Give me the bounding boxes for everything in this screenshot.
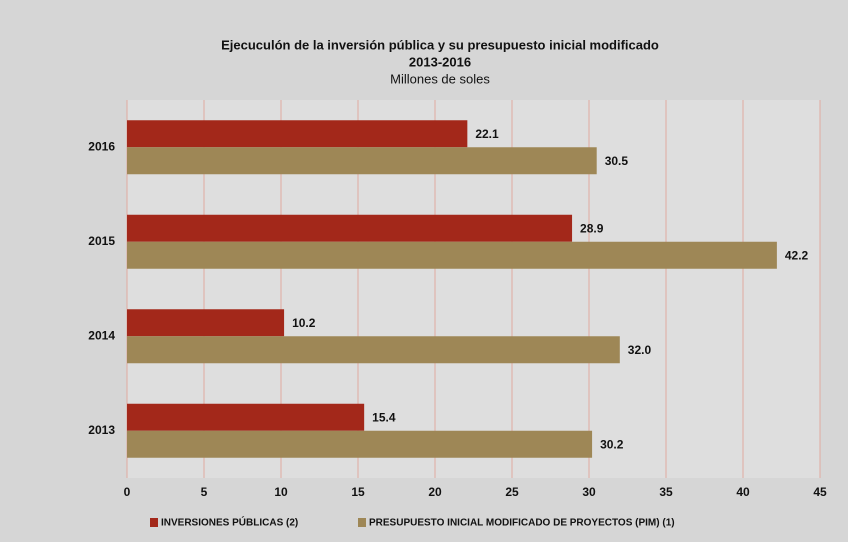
x-tick-label: 35 xyxy=(659,485,673,499)
x-tick-label: 20 xyxy=(428,485,442,499)
x-tick-label: 15 xyxy=(351,485,365,499)
data-label: 28.9 xyxy=(580,221,604,235)
x-tick-label: 40 xyxy=(736,485,750,499)
x-tick-label: 30 xyxy=(582,485,596,499)
legend-label: INVERSIONES PÚBLICAS (2) xyxy=(161,516,298,529)
x-tick-label: 10 xyxy=(274,485,288,499)
data-label: 32.0 xyxy=(628,343,652,357)
y-tick-label: 2015 xyxy=(88,234,115,248)
chart-title: Ejecuculón de la inversión pública y su … xyxy=(221,37,659,52)
data-label: 10.2 xyxy=(292,316,316,330)
legend-swatch xyxy=(358,518,366,527)
x-tick-label: 25 xyxy=(505,485,519,499)
y-tick-label: 2013 xyxy=(88,423,115,437)
chart-period: 2013-2016 xyxy=(409,54,471,69)
x-tick-label: 45 xyxy=(813,485,827,499)
data-label: 30.5 xyxy=(605,154,629,168)
bar xyxy=(127,336,620,364)
data-label: 22.1 xyxy=(475,127,499,141)
x-tick-label: 5 xyxy=(201,485,208,499)
bar xyxy=(127,430,593,458)
x-tick-label: 0 xyxy=(124,485,131,499)
legend-label: PRESUPUESTO INICIAL MODIFICADO DE PROYEC… xyxy=(369,518,675,529)
data-label: 30.2 xyxy=(600,437,624,451)
y-tick-label: 2016 xyxy=(88,139,115,153)
bar xyxy=(127,147,597,175)
bar xyxy=(127,309,285,337)
bar xyxy=(127,120,468,148)
data-label: 15.4 xyxy=(372,410,396,424)
data-label: 42.2 xyxy=(785,248,809,262)
y-tick-label: 2014 xyxy=(88,328,115,342)
bar xyxy=(127,403,365,431)
legend-swatch xyxy=(150,518,158,527)
bar xyxy=(127,214,573,242)
chart-subtitle: Millones de soles xyxy=(390,71,490,86)
bar xyxy=(127,241,777,269)
